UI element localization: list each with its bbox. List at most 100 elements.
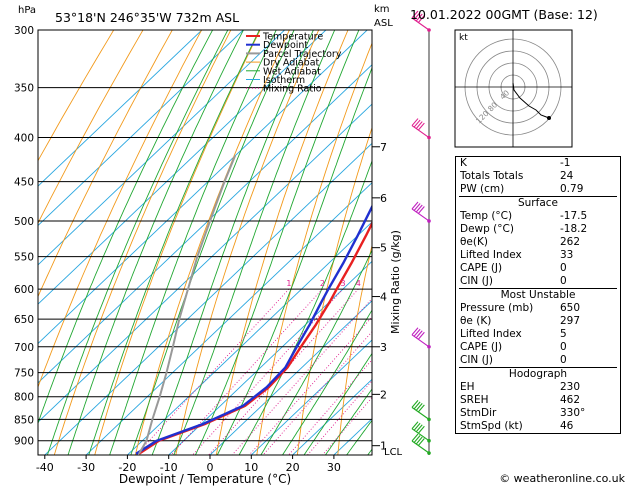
isotherm-line: [38, 64, 372, 384]
index-row: Temp (°C) -17.5: [459, 210, 617, 223]
index-label: K: [460, 157, 467, 169]
index-value: 0: [560, 354, 567, 366]
index-value: 230: [560, 381, 581, 393]
datetime-title: 10.01.2022 00GMT (Base: 12): [410, 7, 598, 22]
dry-adiabat-line: [38, 30, 144, 225]
index-row: CIN (J) 0: [459, 354, 617, 367]
dry-adiabat-line: [53, 30, 232, 455]
wind-barb: [411, 118, 430, 139]
index-row: Totals Totals 24: [456, 170, 620, 183]
mixing-ratio-line: [248, 316, 372, 455]
pressure-tick-label: 700: [14, 342, 34, 354]
dry-adiabat-line: [134, 30, 290, 455]
isotherm-line: [38, 30, 327, 305]
hpa-label: hPa: [18, 5, 36, 16]
dry-adiabat-line: [38, 30, 202, 389]
indices-table: K -1 Totals Totals 24 PW (cm) 0.79 Surface Te…: [455, 156, 621, 434]
wind-barb: [411, 10, 430, 31]
index-label: CIN (J): [460, 354, 493, 366]
pressure-tick-label: 400: [14, 133, 34, 145]
index-value: 462: [560, 394, 581, 406]
index-label: Temp (°C): [460, 210, 513, 222]
most-unstable-title: Most Unstable: [500, 289, 576, 301]
copyright: © weatheronline.co.uk: [499, 472, 625, 485]
mixing-ratio-line: [208, 288, 359, 455]
lcl-label: LCL: [384, 447, 403, 458]
dry-adiabat-line: [215, 30, 349, 455]
wet-adiabat-line: [260, 249, 372, 455]
index-row: SREH 462: [459, 394, 617, 407]
index-value: 262: [560, 236, 581, 248]
hodograph-title: Hodograph: [508, 368, 568, 380]
pressure-tick-label: 550: [14, 252, 34, 264]
index-row: θe (K) 297: [459, 315, 617, 328]
index-value: 297: [560, 315, 581, 327]
index-label: Lifted Index: [460, 249, 522, 261]
index-row: CAPE (J) 0: [459, 262, 617, 275]
index-label: Dewp (°C): [460, 223, 514, 235]
hodograph-section: Hodograph EH 230 SREH 462 StmDir 330° StmSpd (…: [459, 367, 617, 433]
temperature-tick-label: -20: [118, 461, 136, 474]
wet-adiabat-line: [346, 419, 372, 455]
index-label: CAPE (J): [460, 262, 503, 274]
mixing-ratio-label: 2: [320, 279, 325, 288]
km-tick-label: 1: [380, 440, 387, 453]
index-row: StmSpd (kt) 46: [459, 420, 617, 433]
wind-barb: [411, 327, 430, 348]
x-axis-label: Dewpoint / Temperature (°C): [119, 472, 291, 486]
legend-entry: Dewpoint: [263, 40, 308, 51]
index-label: StmSpd (kt): [460, 420, 523, 432]
temperature-tick-label: -30: [77, 461, 95, 474]
pressure-tick-label: 500: [14, 216, 34, 228]
pressure-tick-label: 850: [14, 414, 34, 426]
hodograph-unit: kt: [459, 33, 468, 43]
km-tick-label: 6: [380, 192, 387, 205]
index-row: Dewp (°C) -18.2: [459, 223, 617, 236]
pressure-tick-label: 350: [14, 83, 34, 95]
most-unstable-section: Most Unstable Pressure (mb) 650 θe (K) 297 L…: [459, 288, 617, 367]
index-row: StmDir 330°: [459, 407, 617, 420]
index-label: PW (cm): [460, 183, 505, 195]
wind-barb: [411, 433, 430, 454]
mixing-ratio-line: [135, 288, 290, 455]
temperature-tick-label: 0: [207, 461, 214, 474]
index-value: -17.5: [560, 210, 588, 222]
hodograph-trace: [512, 82, 550, 119]
temperature-profile: [138, 220, 372, 455]
isotherm-line: [291, 378, 372, 455]
wet-adiabat-line: [173, 30, 336, 455]
pressure-tick-label: 600: [14, 284, 34, 296]
isotherm-line: [38, 30, 285, 266]
index-label: CAPE (J): [460, 341, 503, 353]
index-label: Totals Totals: [460, 170, 524, 182]
index-label: StmDir: [460, 407, 497, 419]
index-value: -1: [560, 157, 571, 169]
mixing-ratio-line: [192, 288, 344, 455]
asl-label: ASL: [374, 18, 393, 29]
isotherm-line: [38, 30, 244, 227]
temperature-tick-label: 30: [327, 461, 341, 474]
index-row: EH 230: [459, 381, 617, 394]
surface-title: Surface: [517, 197, 558, 209]
index-value: 0: [560, 341, 567, 353]
index-label: CIN (J): [460, 275, 493, 287]
index-value: 5: [560, 328, 567, 340]
km-tick-label: 7: [380, 141, 387, 154]
dry-adiabat-line: [256, 42, 372, 455]
pressure-tick-label: 900: [14, 436, 34, 448]
index-label: SREH: [460, 394, 489, 406]
dry-adiabat-line: [175, 30, 320, 455]
index-value: 330°: [560, 407, 586, 419]
km-tick-label: 3: [380, 341, 387, 354]
index-row: CIN (J) 0: [459, 275, 617, 288]
surface-section: Surface Temp (°C) -17.5 Dewp (°C) -18.2 θe(K…: [459, 196, 617, 288]
legend-entry: Isotherm: [263, 75, 305, 86]
index-row: K -1: [456, 157, 620, 170]
isotherm-line: [168, 260, 372, 455]
isotherm-line: [44, 142, 372, 455]
temperature-tick-label: -40: [36, 461, 54, 474]
index-row: PW (cm) 0.79: [456, 183, 620, 196]
temperature-tick-label: 10: [244, 461, 258, 474]
